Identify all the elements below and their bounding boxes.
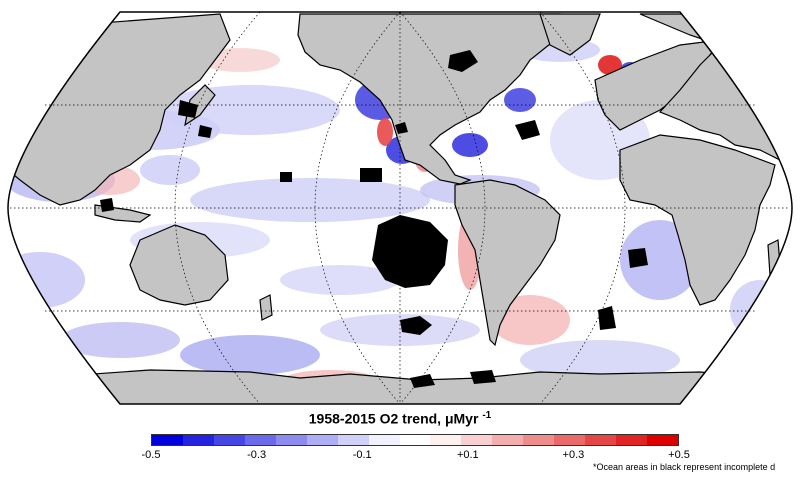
colorbar-segment — [430, 435, 461, 445]
colorbar-title-text: 1958-2015 O2 trend, μMyr — [309, 411, 479, 427]
colorbar — [151, 434, 679, 446]
colorbar-segment — [276, 435, 307, 445]
colorbar-tick-label: +0.5 — [668, 449, 690, 461]
colorbar-segment — [616, 435, 647, 445]
colorbar-segment — [523, 435, 554, 445]
colorbar-segment — [554, 435, 585, 445]
footnote: *Ocean areas in black represent incomple… — [593, 462, 775, 472]
colorbar-segment — [214, 435, 245, 445]
colorbar-tick-label: -0.1 — [353, 449, 372, 461]
colorbar-segment — [338, 435, 369, 445]
colorbar-segment — [400, 435, 431, 445]
colorbar-segment — [245, 435, 276, 445]
colorbar-segment — [307, 435, 338, 445]
colorbar-segment — [369, 435, 400, 445]
colorbar-segment — [183, 435, 214, 445]
colorbar-segment — [585, 435, 616, 445]
colorbar-segment — [152, 435, 183, 445]
new-zealand — [260, 295, 272, 320]
world-map — [0, 0, 800, 410]
colorbar-tick-label: +0.1 — [457, 449, 479, 461]
colorbar-segment — [461, 435, 492, 445]
colorbar-segment — [492, 435, 523, 445]
colorbar-title-exponent: -1 — [482, 410, 491, 421]
colorbar-tick-label: -0.5 — [142, 449, 161, 461]
colorbar-tick-label: +0.3 — [563, 449, 585, 461]
colorbar-tick-label: -0.3 — [247, 449, 266, 461]
colorbar-segment — [647, 435, 678, 445]
colorbar-title: 1958-2015 O2 trend, μMyr -1 — [0, 410, 800, 427]
